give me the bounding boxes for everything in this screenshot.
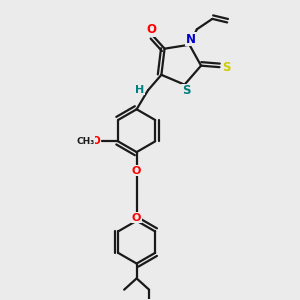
Text: O: O [132,166,141,176]
Text: CH₃: CH₃ [76,137,94,146]
Text: S: S [222,61,230,74]
Text: H: H [135,85,144,95]
Text: S: S [182,84,190,97]
Text: O: O [132,213,141,223]
Text: O: O [92,136,100,146]
Text: N: N [186,33,196,46]
Text: O: O [147,23,157,36]
